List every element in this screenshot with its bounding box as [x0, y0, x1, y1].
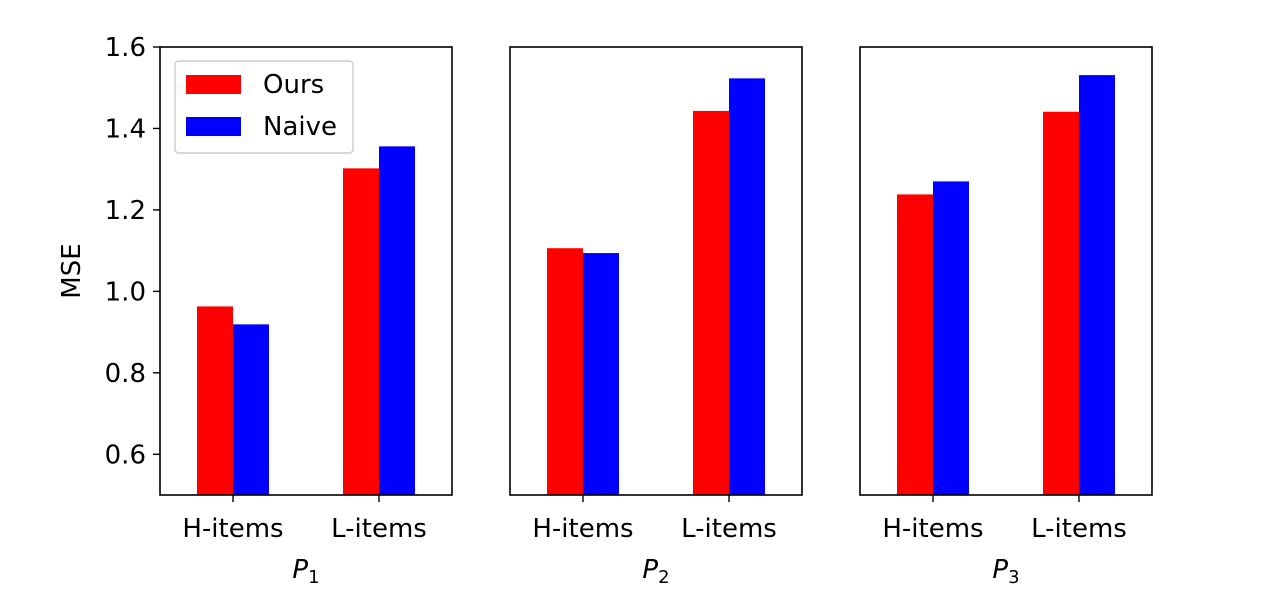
x-axis-label: P2 — [642, 555, 669, 588]
x-axis-label-subscript: 1 — [308, 567, 319, 588]
legend-swatch-ours — [186, 75, 241, 94]
bar-ours-h-items — [197, 306, 233, 495]
y-axis-label: MSE — [57, 243, 87, 298]
x-tick-label: L-items — [681, 514, 777, 544]
plots: H-items L-itemsP10.60.81.01.21.41.6OursNa… — [105, 33, 1153, 588]
legend: Ours Naive — [174, 60, 354, 154]
x-tick-label: H-items — [882, 514, 983, 544]
x-axis-label-subscript: 2 — [658, 567, 669, 588]
x-axis-label-main: P — [642, 555, 658, 585]
y-tick-label: 0.6 — [105, 440, 146, 470]
plot-frame — [509, 46, 803, 496]
bar-naive-h-items — [933, 181, 969, 495]
subplot-2: H-items L-items P2 — [509, 46, 803, 588]
y-tick-label: 1.2 — [105, 196, 146, 226]
legend-label-naive: Naive — [263, 112, 337, 142]
bar-ours-l-items — [693, 110, 729, 495]
bar-ours-h-items — [547, 248, 583, 495]
y-tick-label: 1.0 — [105, 277, 146, 307]
x-tick-label: H-items — [182, 514, 283, 544]
y-tick-label: 0.8 — [105, 359, 146, 389]
bar-naive-l-items — [379, 146, 415, 495]
plot-frame — [159, 46, 453, 496]
bar-ours-h-items — [897, 194, 933, 495]
x-axis-label: P1 — [292, 555, 319, 588]
x-axis-label-subscript: 3 — [1008, 567, 1019, 588]
x-tick-label: L-items — [331, 514, 427, 544]
legend-swatch-naive — [186, 117, 241, 136]
x-axis-label-main: P — [292, 555, 308, 585]
bar-naive-l-items — [729, 78, 765, 496]
subplot-3: H-items L-items P3 — [859, 46, 1153, 588]
y-tick-label: 1.6 — [105, 33, 146, 63]
x-axis-label-main: P — [992, 555, 1008, 585]
plot-frame — [859, 46, 1153, 496]
subplot-1: H-items L-items P1 0.6 0.8 1.0 1.2 1.4 1.6 Ours Na… — [105, 33, 453, 588]
bar-ours-l-items — [1043, 111, 1079, 496]
bar-ours-l-items — [343, 168, 379, 495]
bar-naive-h-items — [233, 324, 269, 495]
legend-label-ours: Ours — [263, 70, 324, 100]
x-tick-label: H-items — [532, 514, 633, 544]
x-axis-label: P3 — [992, 555, 1019, 588]
x-tick-label: L-items — [1031, 514, 1127, 544]
bar-naive-h-items — [583, 253, 619, 495]
bar-naive-l-items — [1079, 75, 1115, 496]
y-tick-label: 1.4 — [105, 114, 146, 144]
